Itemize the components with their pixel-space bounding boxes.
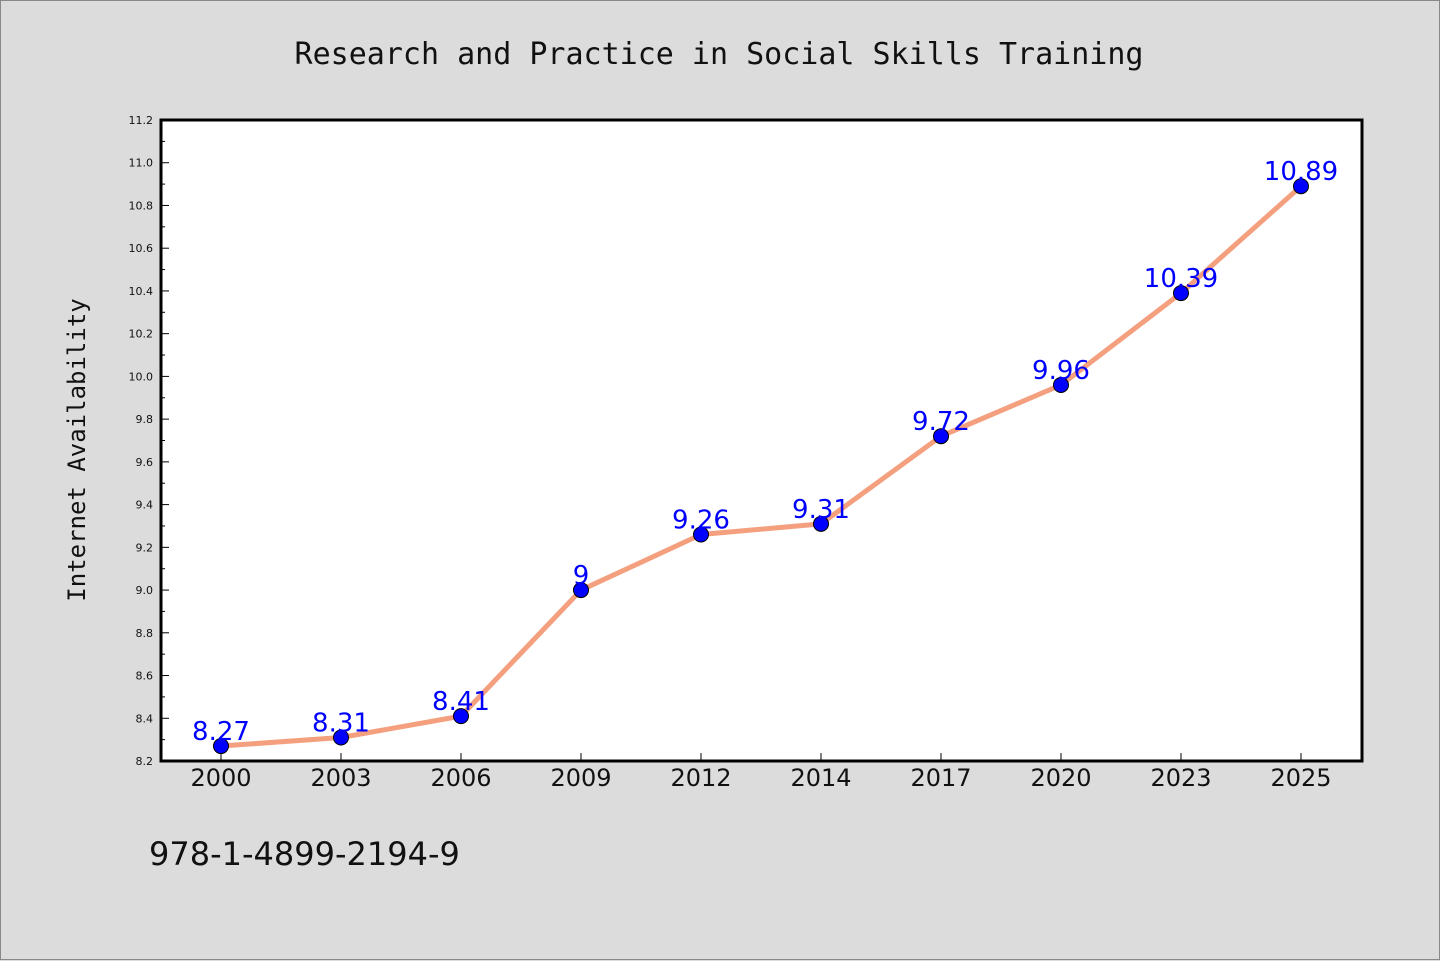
data-label: 9.96 — [1032, 356, 1090, 386]
y-tick-label: 9.6 — [136, 456, 154, 469]
y-tick-label: 8.8 — [136, 627, 154, 640]
x-tick-label: 2025 — [1270, 764, 1331, 792]
series-layer: 8.27 8.31 8.41 9 9.26 9.31 9.72 9.96 10.39 10.89 — [192, 157, 1338, 755]
y-tick-label: 8.4 — [136, 712, 154, 725]
data-label: 9 — [573, 561, 590, 591]
y-axis-label: Internet Availability — [63, 298, 91, 601]
data-point — [333, 729, 349, 746]
x-tick-label: 2023 — [1150, 764, 1211, 792]
data-point — [693, 526, 709, 543]
x-tick-label: 2014 — [790, 764, 851, 792]
x-tick-label: 2009 — [550, 764, 611, 792]
data-point — [933, 428, 949, 445]
data-point — [813, 515, 829, 532]
y-tick-label: 10.2 — [129, 328, 154, 341]
data-label: 9.26 — [672, 506, 730, 536]
y-tick-label: 10.0 — [129, 370, 154, 383]
y-axis: 8.2 8.4 8.6 8.8 9.0 9.2 9.4 9.6 9.8 10.0 10.2 10.4 1… — [129, 114, 169, 768]
data-label: 10.39 — [1144, 264, 1218, 294]
y-tick-label: 9.0 — [136, 584, 154, 597]
data-point — [1173, 285, 1189, 302]
x-tick-label: 2020 — [1030, 764, 1091, 792]
data-point — [1053, 376, 1069, 393]
y-tick-label: 9.4 — [136, 499, 154, 512]
data-label: 8.31 — [312, 708, 370, 738]
y-tick-label: 8.6 — [136, 670, 154, 683]
data-label: 9.72 — [912, 407, 970, 437]
data-label: 8.27 — [192, 717, 250, 747]
y-tick-label: 10.8 — [129, 199, 154, 212]
x-axis: 2000 2003 2006 2009 2012 2014 2017 2020 2023 2025 — [190, 753, 1332, 792]
data-label: 8.41 — [432, 687, 490, 717]
x-tick-label: 2003 — [310, 764, 371, 792]
x-tick-label: 2006 — [430, 764, 491, 792]
data-point — [453, 708, 469, 725]
isbn-annotation: 978-1-4899-2194-9 — [149, 835, 460, 873]
y-tick-label: 10.4 — [129, 285, 154, 298]
y-tick-label: 11.0 — [129, 157, 154, 170]
chart-title: Research and Practice in Social Skills T… — [295, 37, 1144, 72]
y-tick-label: 11.2 — [129, 114, 154, 127]
y-tick-label: 8.2 — [136, 755, 154, 768]
x-tick-label: 2000 — [190, 764, 251, 792]
y-tick-label: 9.8 — [136, 413, 154, 426]
y-tick-label: 9.2 — [136, 541, 154, 554]
plot-area — [159, 118, 1364, 763]
y-tick-label: 10.6 — [129, 242, 154, 255]
data-point — [1293, 178, 1309, 195]
x-tick-label: 2017 — [910, 764, 971, 792]
data-label: 9.31 — [792, 495, 850, 525]
data-point — [213, 738, 229, 755]
series-line — [218, 183, 1304, 749]
x-tick-label: 2012 — [670, 764, 731, 792]
data-label: 10.89 — [1264, 157, 1338, 187]
data-point — [573, 582, 589, 599]
